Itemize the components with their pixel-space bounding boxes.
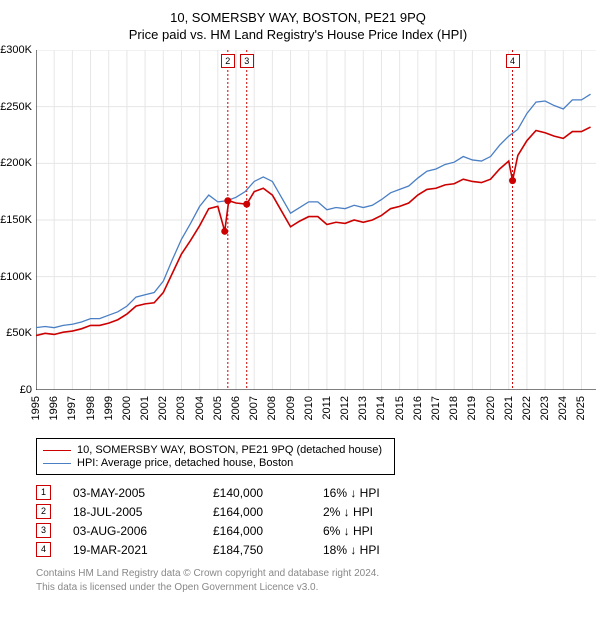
chart-marker-4: 4	[506, 54, 520, 68]
sale-date: 19-MAR-2021	[73, 543, 213, 557]
chart-marker-2: 2	[221, 54, 235, 68]
y-tick-label: £0	[20, 384, 32, 396]
x-tick-label: 2013	[357, 396, 369, 420]
chart-marker-3: 3	[240, 54, 254, 68]
x-tick-label: 2018	[448, 396, 460, 420]
x-tick-label: 2015	[394, 396, 406, 420]
sale-row: 4 19-MAR-2021£184,75018% ↓ HPI	[36, 542, 588, 557]
sale-marker-2: 2	[36, 504, 51, 519]
footer-attribution: Contains HM Land Registry data © Crown c…	[36, 567, 588, 594]
y-tick-label: £100K	[0, 271, 32, 283]
x-tick-label: 2008	[266, 396, 278, 420]
x-tick-label: 1995	[30, 396, 42, 420]
sale-marker-3: 3	[36, 523, 51, 538]
x-tick-label: 2009	[285, 396, 297, 420]
x-tick-label: 2006	[230, 396, 242, 420]
sale-price: £164,000	[213, 505, 323, 519]
legend-label: HPI: Average price, detached house, Bost…	[77, 457, 293, 469]
x-tick-label: 1998	[85, 396, 97, 420]
x-tick-label: 2000	[121, 396, 133, 420]
sale-date: 18-JUL-2005	[73, 505, 213, 519]
x-tick-label: 1999	[103, 396, 115, 420]
sale-marker-1: 1	[36, 485, 51, 500]
sale-diff: 6% ↓ HPI	[323, 524, 413, 538]
x-tick-label: 2014	[375, 396, 387, 420]
y-tick-label: £150K	[0, 214, 32, 226]
legend-row: 10, SOMERSBY WAY, BOSTON, PE21 9PQ (deta…	[43, 444, 388, 456]
sale-date: 03-MAY-2005	[73, 486, 213, 500]
chart-svg	[36, 50, 596, 390]
x-tick-label: 2019	[466, 396, 478, 420]
sale-row: 3 03-AUG-2006£164,0006% ↓ HPI	[36, 523, 588, 538]
sale-diff: 16% ↓ HPI	[323, 486, 413, 500]
x-tick-label: 2002	[157, 396, 169, 420]
x-tick-label: 2012	[339, 396, 351, 420]
sales-table: 1 03-MAY-2005£140,00016% ↓ HPI 2 18-JUL-200…	[36, 485, 588, 557]
y-tick-label: £300K	[0, 44, 32, 56]
x-tick-label: 2021	[503, 396, 515, 420]
x-tick-label: 2010	[303, 396, 315, 420]
x-tick-label: 2023	[539, 396, 551, 420]
x-tick-label: 2024	[557, 396, 569, 420]
sale-price: £140,000	[213, 486, 323, 500]
sale-row: 2 18-JUL-2005£164,0002% ↓ HPI	[36, 504, 588, 519]
x-tick-label: 2011	[321, 396, 333, 420]
sale-diff: 18% ↓ HPI	[323, 543, 413, 557]
sale-diff: 2% ↓ HPI	[323, 505, 413, 519]
legend-swatch	[43, 450, 71, 451]
sale-row: 1 03-MAY-2005£140,00016% ↓ HPI	[36, 485, 588, 500]
chart-title-address: 10, SOMERSBY WAY, BOSTON, PE21 9PQ	[8, 10, 588, 25]
footer-line1: Contains HM Land Registry data © Crown c…	[36, 567, 588, 581]
x-tick-label: 2025	[575, 396, 587, 420]
sale-date: 03-AUG-2006	[73, 524, 213, 538]
footer-line2: This data is licensed under the Open Gov…	[36, 581, 588, 595]
legend: 10, SOMERSBY WAY, BOSTON, PE21 9PQ (deta…	[36, 438, 395, 475]
x-tick-label: 2001	[139, 396, 151, 420]
sale-price: £184,750	[213, 543, 323, 557]
x-tick-label: 2022	[521, 396, 533, 420]
sale-price: £164,000	[213, 524, 323, 538]
x-tick-label: 2020	[485, 396, 497, 420]
x-tick-label: 2016	[412, 396, 424, 420]
x-tick-label: 2007	[248, 396, 260, 420]
y-tick-label: £50K	[6, 327, 32, 339]
legend-swatch	[43, 463, 71, 464]
legend-row: HPI: Average price, detached house, Bost…	[43, 457, 388, 469]
chart-area: £0£50K£100K£150K£200K£250K£300K 19951996…	[36, 50, 596, 390]
x-tick-label: 2005	[212, 396, 224, 420]
chart-title-desc: Price paid vs. HM Land Registry's House …	[8, 27, 588, 42]
sale-marker-4: 4	[36, 542, 51, 557]
y-tick-label: £250K	[0, 101, 32, 113]
x-tick-label: 2017	[430, 396, 442, 420]
x-tick-label: 1996	[48, 396, 60, 420]
x-tick-label: 2003	[175, 396, 187, 420]
x-tick-label: 1997	[66, 396, 78, 420]
legend-label: 10, SOMERSBY WAY, BOSTON, PE21 9PQ (deta…	[77, 444, 382, 456]
x-tick-label: 2004	[194, 396, 206, 420]
y-tick-label: £200K	[0, 157, 32, 169]
